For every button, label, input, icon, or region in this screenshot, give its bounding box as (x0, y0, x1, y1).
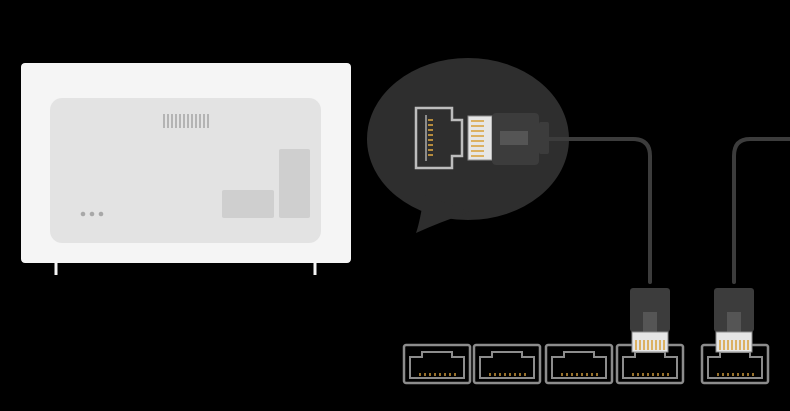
lan-port-2 (472, 343, 542, 385)
lan-ports-row (402, 343, 770, 385)
tv-indicator-dots (80, 211, 104, 217)
zoom-callout-bubble (367, 58, 569, 233)
tv-vent-grille (163, 114, 209, 128)
tv-port-block-vertical (279, 149, 310, 218)
ethernet-cables (547, 137, 790, 284)
ethernet-plug-port-4 (629, 287, 671, 353)
lan-port-1 (402, 343, 472, 385)
tv-port-block-horizontal (222, 190, 274, 218)
ethernet-plug-port-5 (713, 287, 755, 353)
tv-back-illustration (21, 63, 351, 275)
cable-from-callout (547, 137, 652, 284)
zoomed-lan-port-icon (414, 106, 464, 170)
cable-from-offscreen (732, 137, 790, 284)
zoomed-ethernet-plug-icon (467, 113, 549, 165)
lan-port-3 (544, 343, 614, 385)
